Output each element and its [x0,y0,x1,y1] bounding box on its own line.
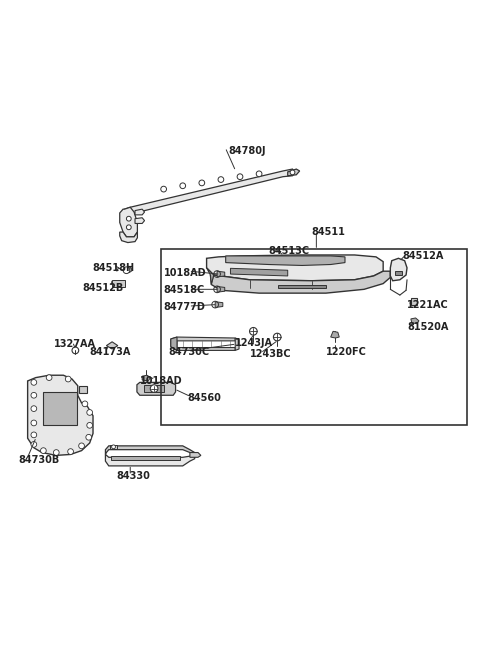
Text: 84730B: 84730B [18,455,60,465]
Circle shape [199,180,204,186]
Circle shape [53,450,59,455]
Circle shape [256,171,262,177]
Polygon shape [215,302,223,307]
Polygon shape [28,375,93,455]
Circle shape [82,401,88,407]
Text: 84513C: 84513C [269,246,310,256]
Circle shape [112,445,116,449]
Circle shape [87,422,93,428]
Text: 84330: 84330 [116,472,150,481]
Polygon shape [190,453,201,457]
Polygon shape [217,286,225,292]
Text: 84730C: 84730C [168,347,210,358]
Polygon shape [235,338,239,350]
Polygon shape [411,298,417,305]
Polygon shape [106,455,195,466]
Polygon shape [120,207,137,237]
Polygon shape [171,337,177,350]
Text: 84777D: 84777D [164,303,205,312]
Circle shape [40,448,46,453]
Text: 84512A: 84512A [402,251,444,261]
Text: 84560: 84560 [188,393,221,403]
Text: 84518C: 84518C [164,286,205,295]
Circle shape [218,177,224,183]
Text: 1221AC: 1221AC [407,299,449,310]
Circle shape [68,449,73,455]
Text: 84780J: 84780J [228,146,265,156]
Polygon shape [226,256,345,265]
Text: 1220FC: 1220FC [326,347,367,358]
Polygon shape [144,385,164,392]
Polygon shape [106,446,195,455]
Polygon shape [111,457,180,460]
Text: 81520A: 81520A [407,322,448,333]
Circle shape [65,376,71,382]
Polygon shape [217,271,225,277]
Polygon shape [43,392,77,425]
Polygon shape [411,318,419,324]
Polygon shape [123,267,132,272]
Polygon shape [123,169,295,215]
Text: 84173A: 84173A [90,347,131,358]
Polygon shape [278,284,326,288]
Circle shape [237,174,243,179]
Circle shape [46,375,52,381]
Circle shape [123,267,130,274]
Circle shape [31,441,36,447]
Polygon shape [135,217,144,223]
Circle shape [79,443,84,449]
Text: 1243JA: 1243JA [235,338,273,348]
Polygon shape [206,268,214,284]
Circle shape [31,405,36,411]
Polygon shape [331,331,339,338]
Circle shape [290,170,295,175]
Polygon shape [137,383,176,395]
Text: 84511: 84511 [312,227,346,237]
Polygon shape [206,255,383,281]
Polygon shape [395,271,402,275]
Polygon shape [79,386,87,394]
Polygon shape [112,280,124,287]
Circle shape [126,225,131,230]
Circle shape [31,432,36,438]
Polygon shape [230,269,288,276]
Circle shape [86,434,92,440]
Polygon shape [120,232,137,242]
Polygon shape [107,342,118,349]
Polygon shape [142,375,150,381]
Text: 1327AA: 1327AA [54,339,96,349]
Text: 1018AD: 1018AD [164,268,206,278]
Polygon shape [288,169,300,176]
Bar [161,249,467,425]
Circle shape [180,183,186,189]
Circle shape [31,392,36,398]
Polygon shape [210,271,390,293]
Polygon shape [390,258,407,281]
Polygon shape [110,445,117,449]
Circle shape [126,216,131,221]
Circle shape [150,384,158,392]
Circle shape [31,379,36,385]
Text: 84518H: 84518H [92,263,134,273]
Polygon shape [171,337,235,350]
Circle shape [87,409,93,415]
Text: 1018AD: 1018AD [140,376,182,386]
Polygon shape [135,209,144,215]
Circle shape [31,420,36,426]
Text: 1243BC: 1243BC [250,348,291,359]
Circle shape [161,186,167,192]
Text: 84512B: 84512B [83,283,124,293]
